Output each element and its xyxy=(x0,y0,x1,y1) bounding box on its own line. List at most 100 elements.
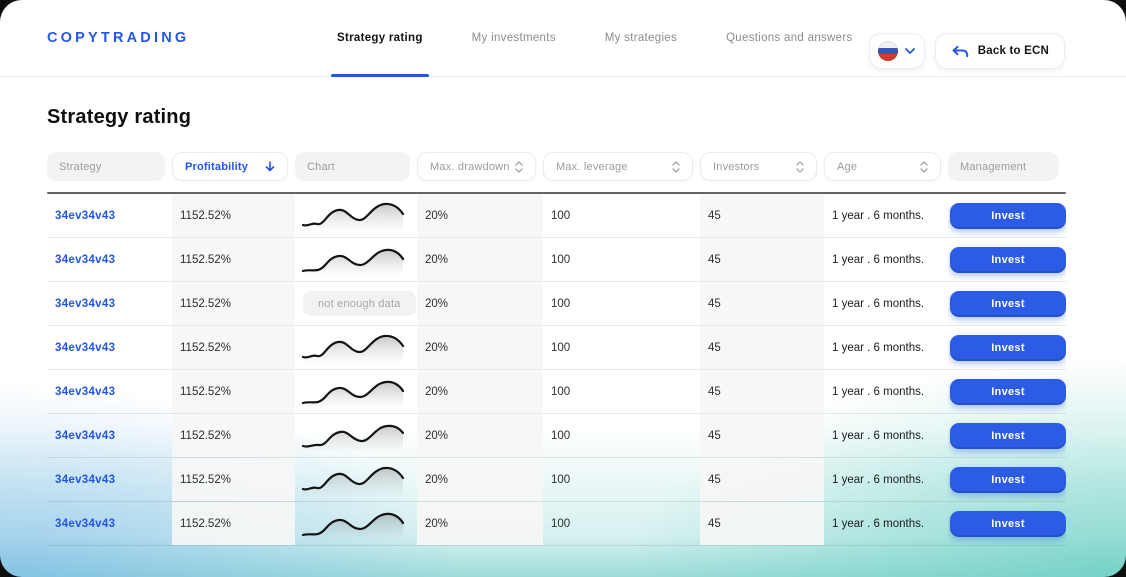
age-value: 1 year . 6 months. xyxy=(832,429,925,442)
profitability-value: 1152.52% xyxy=(180,429,231,442)
max-drawdown-value: 20% xyxy=(425,385,449,398)
profitability-value: 1152.52% xyxy=(180,517,231,530)
language-selector-button[interactable] xyxy=(868,33,925,69)
max-leverage-value: 100 xyxy=(551,297,571,310)
max-leverage-value: 100 xyxy=(551,429,571,442)
investors-value: 45 xyxy=(708,429,721,442)
tab-questions-and-answers[interactable]: Questions and answers xyxy=(720,0,858,76)
table-row: 34ev34v43 1152.52% 20% 100 45 1 year . 6… xyxy=(47,502,1066,546)
invest-button[interactable]: Invest xyxy=(950,334,1066,361)
max-drawdown-value: 20% xyxy=(425,341,449,354)
table-row: 34ev34v43 1152.52% not enough data 20% 1… xyxy=(47,282,1066,326)
column-chip-chart: Chart xyxy=(295,152,410,181)
chart-sparkline-icon xyxy=(301,202,405,231)
chart-sparkline-icon xyxy=(301,424,405,451)
investors-value: 45 xyxy=(708,473,721,486)
chart-sparkline-icon xyxy=(301,248,405,275)
tab-label: Questions and answers xyxy=(726,32,853,44)
column-label: Strategy xyxy=(59,160,102,173)
invest-button[interactable]: Invest xyxy=(950,246,1066,273)
table-row: 34ev34v43 1152.52% 20% 100 45 1 year . 6… xyxy=(47,414,1066,458)
age-value: 1 year . 6 months. xyxy=(832,517,925,530)
investors-value: 45 xyxy=(708,209,721,222)
strategy-link[interactable]: 34ev34v43 xyxy=(55,473,116,486)
column-chip-management: Management xyxy=(948,152,1059,181)
invest-button[interactable]: Invest xyxy=(950,202,1066,229)
strategy-link[interactable]: 34ev34v43 xyxy=(55,209,116,222)
table-row: 34ev34v43 1152.52% 20% 100 45 1 year . 6… xyxy=(47,194,1066,238)
investors-value: 45 xyxy=(708,297,721,310)
tab-my-investments[interactable]: My investments xyxy=(466,0,562,76)
column-chip-max-drawdown[interactable]: Max. drawdown xyxy=(417,152,536,181)
invest-button[interactable]: Invest xyxy=(950,290,1066,317)
profitability-value: 1152.52% xyxy=(180,253,231,266)
max-drawdown-value: 20% xyxy=(425,517,449,530)
back-to-ecn-button[interactable]: Back to ECN xyxy=(934,33,1065,69)
russian-flag-icon xyxy=(878,41,899,61)
table-body: 34ev34v43 1152.52% 20% 100 45 1 year . 6… xyxy=(47,194,1066,546)
tab-my-strategies[interactable]: My strategies xyxy=(599,0,683,76)
table-row: 34ev34v43 1152.52% 20% 100 45 1 year . 6… xyxy=(47,458,1066,502)
max-leverage-value: 100 xyxy=(551,385,571,398)
invest-button[interactable]: Invest xyxy=(950,466,1066,493)
sort-chevrons-icon xyxy=(919,160,929,174)
profitability-value: 1152.52% xyxy=(180,473,231,486)
max-drawdown-value: 20% xyxy=(425,473,449,486)
not-enough-data-badge: not enough data xyxy=(303,291,416,316)
tab-label: My strategies xyxy=(604,32,678,44)
tab-strategy-rating[interactable]: Strategy rating xyxy=(331,0,429,77)
strategy-table: 34ev34v43 1152.52% 20% 100 45 1 year . 6… xyxy=(47,192,1066,546)
column-chip-investors[interactable]: Investors xyxy=(700,152,817,181)
invest-button[interactable]: Invest xyxy=(950,510,1066,537)
strategy-link[interactable]: 34ev34v43 xyxy=(55,517,116,530)
chart-sparkline-icon xyxy=(301,334,405,363)
chevron-down-icon xyxy=(905,48,916,54)
sort-chevrons-icon xyxy=(514,160,524,174)
chart-sparkline-icon xyxy=(301,512,405,539)
column-label: Max. leverage xyxy=(556,160,628,173)
column-chip-strategy: Strategy xyxy=(47,152,165,181)
max-leverage-value: 100 xyxy=(551,473,571,486)
max-drawdown-value: 20% xyxy=(425,297,449,310)
age-value: 1 year . 6 months. xyxy=(832,209,925,222)
chart-sparkline-icon xyxy=(301,466,405,495)
strategy-link[interactable]: 34ev34v43 xyxy=(55,429,116,442)
column-chip-age[interactable]: Age xyxy=(824,152,941,181)
max-drawdown-value: 20% xyxy=(425,253,449,266)
age-value: 1 year . 6 months. xyxy=(832,297,925,310)
undo-arrow-icon xyxy=(951,45,969,58)
profitability-value: 1152.52% xyxy=(180,385,231,398)
age-value: 1 year . 6 months. xyxy=(832,385,925,398)
invest-button[interactable]: Invest xyxy=(950,422,1066,449)
header: COPYTRADING Strategy rating My investment… xyxy=(0,0,1126,77)
strategy-link[interactable]: 34ev34v43 xyxy=(55,385,116,398)
max-leverage-value: 100 xyxy=(551,341,571,354)
max-leverage-value: 100 xyxy=(551,253,571,266)
profitability-value: 1152.52% xyxy=(180,209,231,222)
max-drawdown-value: 20% xyxy=(425,209,449,222)
investors-value: 45 xyxy=(708,517,721,530)
brand-logo: COPYTRADING xyxy=(47,30,190,46)
column-label: Age xyxy=(837,160,858,173)
strategy-link[interactable]: 34ev34v43 xyxy=(55,297,116,310)
max-leverage-value: 100 xyxy=(551,209,571,222)
tab-label: My investments xyxy=(471,32,556,44)
age-value: 1 year . 6 months. xyxy=(832,253,925,266)
sort-chevrons-icon xyxy=(795,160,805,174)
column-label: Management xyxy=(960,160,1027,173)
age-value: 1 year . 6 months. xyxy=(832,341,925,354)
sort-desc-arrow-icon xyxy=(264,160,276,173)
invest-button[interactable]: Invest xyxy=(950,378,1066,405)
table-header-separator xyxy=(47,192,1066,194)
max-leverage-value: 100 xyxy=(551,517,571,530)
table-row: 34ev34v43 1152.52% 20% 100 45 1 year . 6… xyxy=(47,326,1066,370)
investors-value: 45 xyxy=(708,341,721,354)
nav-tabs: Strategy rating My investments My strategi… xyxy=(331,0,859,77)
strategy-link[interactable]: 34ev34v43 xyxy=(55,341,116,354)
column-chip-profitability[interactable]: Profitability xyxy=(172,152,288,181)
column-chip-max-leverage[interactable]: Max. leverage xyxy=(543,152,693,181)
tab-label: Strategy rating xyxy=(337,32,423,44)
strategy-link[interactable]: 34ev34v43 xyxy=(55,253,116,266)
page-title: Strategy rating xyxy=(47,106,192,128)
